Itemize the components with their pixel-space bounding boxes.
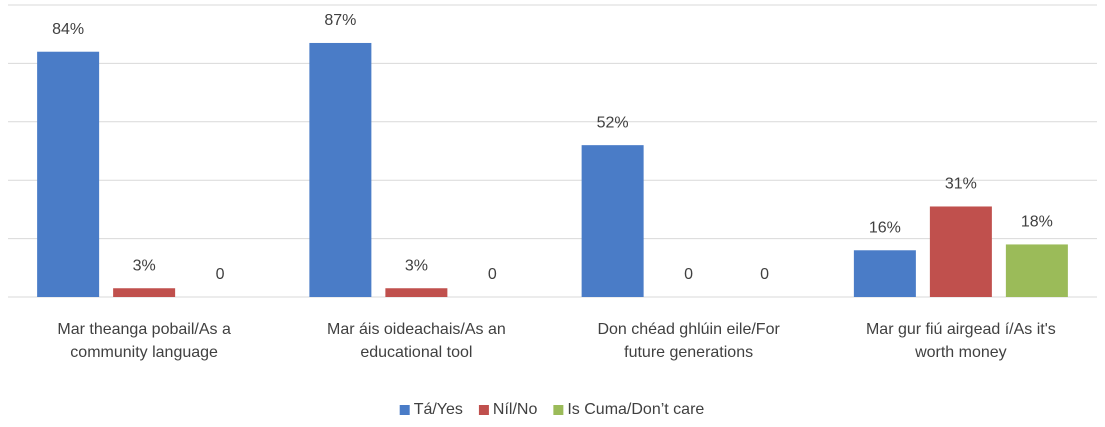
legend-swatch [553, 405, 564, 415]
bar [37, 51, 100, 297]
legend-swatch [399, 405, 410, 415]
data-label: 87% [324, 12, 356, 29]
bar [929, 206, 992, 297]
x-tick-label: Mar gur fiú airgead í/As it's [866, 321, 1056, 338]
x-tick-label: worth money [914, 344, 1007, 361]
x-tick-label: Mar áis oideachais/As an [327, 321, 506, 338]
x-tick-label: future generations [624, 344, 753, 361]
data-label: 0 [760, 266, 769, 283]
data-label: 0 [488, 266, 497, 283]
bar [385, 288, 448, 297]
x-tick-label: Mar theanga pobail/As a [57, 321, 231, 338]
data-label: 52% [597, 114, 629, 131]
data-label: 0 [684, 266, 693, 283]
data-label: 3% [405, 257, 428, 274]
x-tick-label: community language [70, 344, 218, 361]
bar [581, 145, 644, 297]
x-tick-label: Don chéad ghlúin eile/For [597, 321, 780, 338]
x-tick-label: educational tool [360, 344, 472, 361]
data-label: 84% [52, 21, 84, 38]
data-label: 0 [216, 266, 225, 283]
bar [1005, 244, 1068, 297]
legend-label: Is Cuma/Don’t care [567, 401, 704, 418]
bar [309, 42, 372, 298]
data-label: 3% [133, 257, 156, 274]
bar [113, 288, 176, 297]
legend-label: Níl/No [493, 401, 538, 418]
legend-swatch [478, 405, 489, 415]
data-label: 18% [1021, 214, 1053, 231]
data-label: 16% [869, 219, 901, 236]
legend-label: Tá/Yes [414, 401, 463, 418]
bar [853, 250, 916, 297]
data-label: 31% [945, 176, 977, 193]
